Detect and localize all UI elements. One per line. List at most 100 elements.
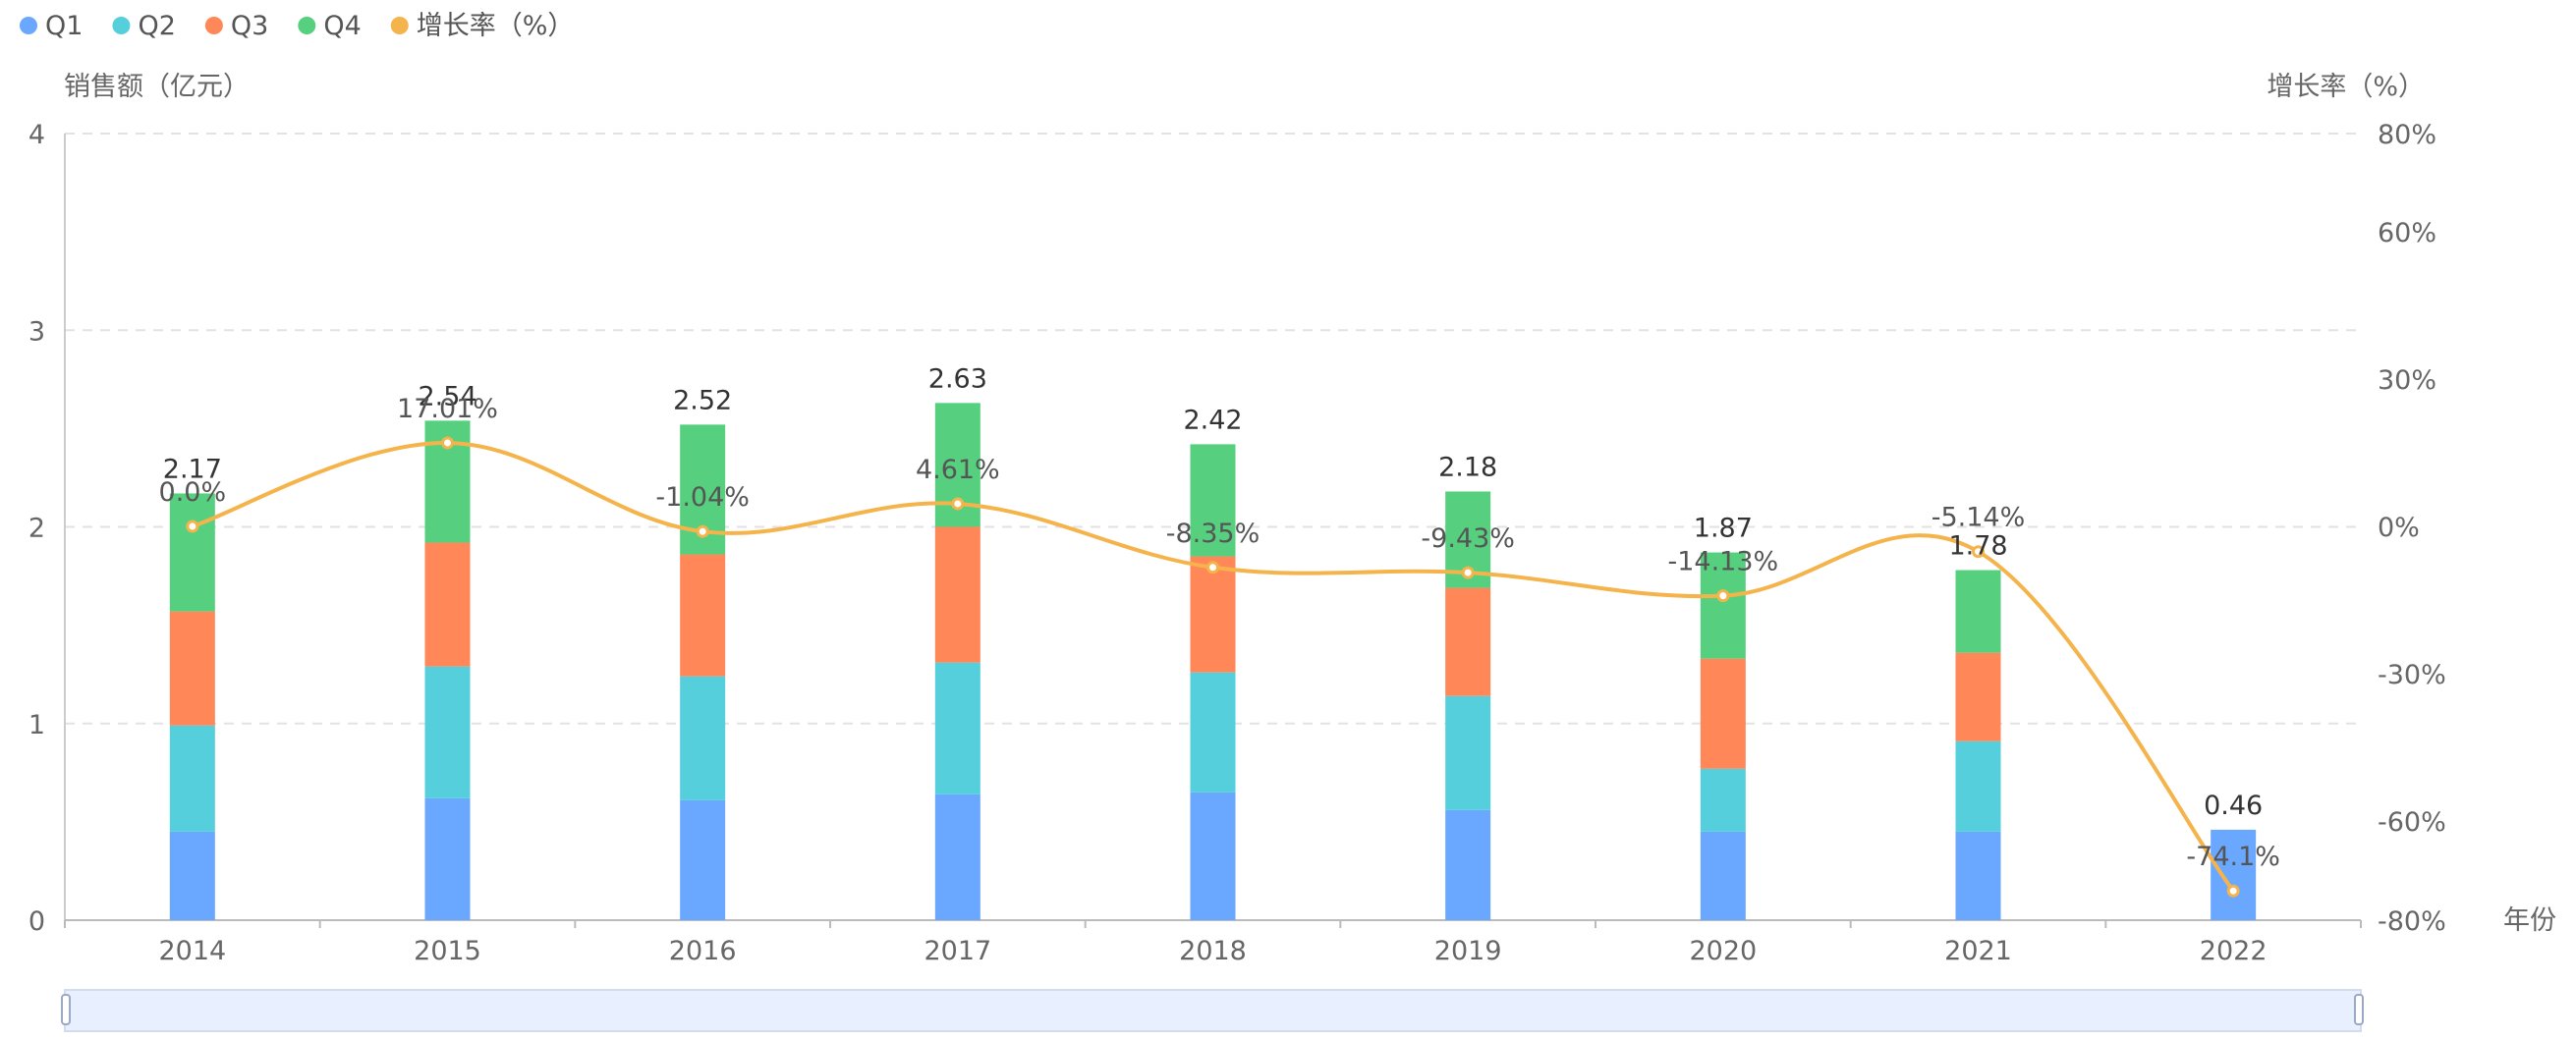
y-axis-left-title: 销售额（亿元） bbox=[64, 72, 250, 102]
bar-q1-2017[interactable] bbox=[934, 794, 980, 920]
x-axis-title: 年份 bbox=[2503, 905, 2556, 936]
bar-total-label: 1.78 bbox=[1948, 531, 2007, 562]
data-zoom-slider[interactable] bbox=[61, 989, 2364, 1032]
y-left-tick-label: 4 bbox=[28, 120, 45, 150]
y-right-tick-label: 0% bbox=[2378, 513, 2420, 543]
bar-q2-2016[interactable] bbox=[680, 676, 726, 800]
bar-total-label: 2.18 bbox=[1438, 452, 1497, 482]
bar-q2-2014[interactable] bbox=[169, 725, 215, 832]
bar-q3-2016[interactable] bbox=[680, 554, 726, 677]
bar-q3-2019[interactable] bbox=[1445, 587, 1491, 696]
bar-q1-2015[interactable] bbox=[424, 797, 471, 920]
bar-total-label: 2.17 bbox=[163, 454, 222, 484]
bar-q3-2017[interactable] bbox=[934, 526, 980, 663]
legend-label-1: Q1 bbox=[45, 11, 83, 41]
bar-q1-2021[interactable] bbox=[1955, 831, 2001, 920]
bar-total-label: 1.87 bbox=[1694, 514, 1753, 544]
bar-q3-2015[interactable] bbox=[424, 542, 471, 667]
bar-series[interactable] bbox=[169, 403, 2257, 920]
bar-total-label: 2.42 bbox=[1183, 405, 1242, 435]
legend-marker-4[interactable] bbox=[298, 17, 316, 34]
y-left-tick-label: 0 bbox=[28, 906, 45, 937]
x-tick-label: 2022 bbox=[2200, 936, 2268, 966]
growth-data-label: 4.61% bbox=[916, 455, 1000, 485]
bar-q4-2020[interactable] bbox=[1700, 552, 1746, 659]
legend-label-3: Q3 bbox=[231, 11, 268, 41]
bar-q2-2017[interactable] bbox=[934, 662, 980, 794]
bar-q4-2018[interactable] bbox=[1190, 444, 1236, 557]
x-tick-label: 2019 bbox=[1434, 936, 1502, 966]
bar-q3-2021[interactable] bbox=[1955, 652, 2001, 741]
bar-total-label: 0.46 bbox=[2204, 791, 2263, 821]
y-right-tick-label: -60% bbox=[2378, 807, 2446, 838]
growth-point-2021[interactable] bbox=[1972, 545, 1985, 559]
y-right-tick-label: 30% bbox=[2378, 365, 2436, 396]
y-left-tick-label: 1 bbox=[28, 710, 45, 740]
y-right-tick-label: 80% bbox=[2378, 120, 2436, 150]
growth-point-2022[interactable] bbox=[2226, 884, 2240, 898]
growth-data-label: 0.0% bbox=[159, 477, 227, 508]
bar-q4-2014[interactable] bbox=[169, 493, 215, 612]
growth-data-label: -8.35% bbox=[1166, 519, 1260, 549]
growth-line-path[interactable] bbox=[192, 440, 2235, 893]
data-zoom-handle-left[interactable] bbox=[61, 994, 71, 1025]
growth-point-2016[interactable] bbox=[696, 524, 709, 538]
bar-q3-2018[interactable] bbox=[1190, 556, 1236, 673]
x-tick-label: 2015 bbox=[414, 936, 481, 966]
growth-data-label: -5.14% bbox=[1932, 503, 2026, 533]
bar-q2-2018[interactable] bbox=[1190, 672, 1236, 793]
growth-data-label: -74.1% bbox=[2186, 842, 2280, 872]
bar-total-label: 2.52 bbox=[673, 385, 732, 415]
y-axis-right: -80% -60% -30% 0% 30% 60% 80% bbox=[2378, 120, 2446, 937]
bar-q4-2021[interactable] bbox=[1955, 570, 2001, 653]
bar-q1-2016[interactable] bbox=[680, 799, 726, 920]
y-right-tick-label: 60% bbox=[2378, 218, 2436, 248]
legend-label-2: Q2 bbox=[138, 11, 175, 41]
growth-point-2019[interactable] bbox=[1461, 566, 1475, 579]
bar-q1-2019[interactable] bbox=[1445, 809, 1491, 920]
legend-label-4: Q4 bbox=[323, 11, 361, 41]
bar-q1-2020[interactable] bbox=[1700, 831, 1746, 920]
x-tick-label: 2018 bbox=[1179, 936, 1247, 966]
bar-q2-2019[interactable] bbox=[1445, 695, 1491, 810]
bar-total-label: 2.63 bbox=[928, 363, 987, 394]
y-right-tick-label: -80% bbox=[2378, 906, 2446, 937]
x-tick-label: 2014 bbox=[158, 936, 226, 966]
data-zoom-track[interactable] bbox=[64, 989, 2362, 1032]
bar-q3-2020[interactable] bbox=[1700, 658, 1746, 769]
growth-data-label: -9.43% bbox=[1421, 523, 1515, 554]
growth-point-2015[interactable] bbox=[441, 436, 454, 450]
data-zoom-handle-right[interactable] bbox=[2354, 994, 2364, 1025]
growth-line[interactable] bbox=[186, 436, 2240, 898]
legend-label-5: 增长率（%） bbox=[417, 11, 575, 41]
growth-point-2018[interactable] bbox=[1206, 561, 1219, 575]
x-tick-label: 2016 bbox=[669, 936, 737, 966]
y-right-tick-label: -30% bbox=[2378, 660, 2446, 690]
x-axis: 2014 2015 2016 2017 2018 2019 2020 2021 2022 bbox=[64, 919, 2362, 966]
bar-q1-2018[interactable] bbox=[1190, 792, 1236, 920]
bar-q1-2014[interactable] bbox=[169, 831, 215, 920]
x-tick-label: 2017 bbox=[924, 936, 991, 966]
bar-q1-2022[interactable] bbox=[2211, 829, 2257, 920]
y-axis-left: 0 1 2 3 4 bbox=[28, 120, 66, 937]
y-left-tick-label: 2 bbox=[28, 514, 45, 544]
y-axis-right-title: 增长率（%） bbox=[2267, 72, 2425, 102]
data-labels: 2.17 2.54 2.52 2.63 2.42 2.18 1.87 1.78 0.46 0.0%… bbox=[159, 363, 2280, 872]
legend-marker-5[interactable] bbox=[390, 17, 409, 34]
legend[interactable]: Q1 Q2 Q3 Q4 增长率（%） bbox=[20, 11, 574, 41]
growth-data-label: 17.01% bbox=[397, 394, 498, 424]
bar-q2-2015[interactable] bbox=[424, 666, 471, 798]
growth-point-2017[interactable] bbox=[951, 497, 965, 511]
growth-point-2014[interactable] bbox=[186, 520, 199, 533]
x-tick-label: 2021 bbox=[1944, 936, 2012, 966]
legend-marker-3[interactable] bbox=[204, 17, 223, 34]
legend-marker-2[interactable] bbox=[112, 17, 131, 34]
bar-q2-2020[interactable] bbox=[1700, 768, 1746, 832]
legend-marker-1[interactable] bbox=[20, 17, 37, 34]
growth-data-label: -1.04% bbox=[655, 482, 750, 513]
x-tick-label: 2020 bbox=[1689, 936, 1757, 966]
bar-q2-2021[interactable] bbox=[1955, 740, 2001, 832]
bar-q3-2014[interactable] bbox=[169, 611, 215, 726]
growth-point-2020[interactable] bbox=[1716, 589, 1730, 603]
